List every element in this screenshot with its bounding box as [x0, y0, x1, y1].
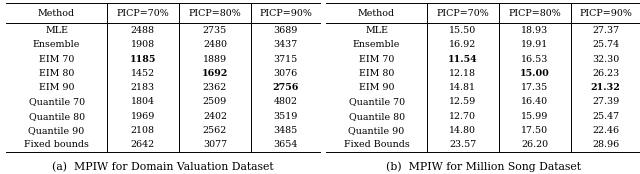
Text: 17.50: 17.50	[522, 126, 548, 135]
Text: 15.00: 15.00	[520, 69, 550, 78]
Text: 14.81: 14.81	[449, 83, 476, 92]
Text: Quantile 80: Quantile 80	[29, 112, 84, 121]
Text: Quantile 80: Quantile 80	[349, 112, 404, 121]
Text: 3485: 3485	[273, 126, 298, 135]
Text: EIM 70: EIM 70	[39, 55, 74, 64]
Text: EIM 80: EIM 80	[39, 69, 74, 78]
Text: 12.59: 12.59	[449, 97, 476, 106]
Text: EIM 90: EIM 90	[39, 83, 74, 92]
Text: Quantile 70: Quantile 70	[29, 97, 84, 106]
Text: 2362: 2362	[203, 83, 227, 92]
Text: 2642: 2642	[131, 140, 155, 149]
Text: PICP=90%: PICP=90%	[579, 9, 632, 18]
Text: Quantile 70: Quantile 70	[349, 97, 404, 106]
Text: 16.92: 16.92	[449, 40, 476, 49]
Text: EIM 70: EIM 70	[359, 55, 394, 64]
Text: 1908: 1908	[131, 40, 155, 49]
Text: 1804: 1804	[131, 97, 155, 106]
Text: 23.57: 23.57	[449, 140, 476, 149]
Text: 27.39: 27.39	[592, 97, 619, 106]
Text: 3076: 3076	[273, 69, 298, 78]
Text: 15.50: 15.50	[449, 26, 476, 35]
Text: EIM 80: EIM 80	[359, 69, 394, 78]
Text: 12.70: 12.70	[449, 112, 476, 121]
Text: 15.99: 15.99	[521, 112, 548, 121]
Text: EIM 90: EIM 90	[359, 83, 394, 92]
Text: Method: Method	[38, 9, 75, 18]
Text: 3519: 3519	[273, 112, 298, 121]
Text: PICP=80%: PICP=80%	[189, 9, 241, 18]
Text: 16.53: 16.53	[521, 55, 548, 64]
Text: Ensemble: Ensemble	[33, 40, 80, 49]
Text: 11.54: 11.54	[448, 55, 477, 64]
Text: 4802: 4802	[273, 97, 298, 106]
Text: 26.23: 26.23	[592, 69, 619, 78]
Text: 1452: 1452	[131, 69, 155, 78]
Text: Quantile 90: Quantile 90	[28, 126, 84, 135]
Text: 1692: 1692	[202, 69, 228, 78]
Text: Fixed Bounds: Fixed Bounds	[344, 140, 410, 149]
Text: PICP=90%: PICP=90%	[259, 9, 312, 18]
Text: Ensemble: Ensemble	[353, 40, 400, 49]
Text: 1185: 1185	[130, 55, 156, 64]
Text: 28.96: 28.96	[592, 140, 619, 149]
Text: 25.47: 25.47	[592, 112, 619, 121]
Text: 3689: 3689	[273, 26, 298, 35]
Text: 17.35: 17.35	[522, 83, 548, 92]
Text: 32.30: 32.30	[592, 55, 619, 64]
Text: 18.93: 18.93	[522, 26, 548, 35]
Text: Fixed bounds: Fixed bounds	[24, 140, 89, 149]
Text: 12.18: 12.18	[449, 69, 476, 78]
Text: 3437: 3437	[273, 40, 298, 49]
Text: 1889: 1889	[203, 55, 227, 64]
Text: 2108: 2108	[131, 126, 155, 135]
Text: PICP=70%: PICP=70%	[116, 9, 169, 18]
Text: 26.20: 26.20	[522, 140, 548, 149]
Text: PICP=70%: PICP=70%	[436, 9, 489, 18]
Text: 22.46: 22.46	[592, 126, 619, 135]
Text: 2183: 2183	[131, 83, 155, 92]
Text: 2735: 2735	[203, 26, 227, 35]
Text: 14.80: 14.80	[449, 126, 476, 135]
Text: 2509: 2509	[203, 97, 227, 106]
Text: 2756: 2756	[272, 83, 299, 92]
Text: MLE: MLE	[365, 26, 388, 35]
Text: 2480: 2480	[203, 40, 227, 49]
Text: (a)  MPIW for Domain Valuation Dataset: (a) MPIW for Domain Valuation Dataset	[52, 161, 274, 172]
Text: MLE: MLE	[45, 26, 68, 35]
Text: 3654: 3654	[273, 140, 298, 149]
Text: 3077: 3077	[203, 140, 227, 149]
Text: 16.40: 16.40	[522, 97, 548, 106]
Text: 25.74: 25.74	[592, 40, 619, 49]
Text: 2402: 2402	[203, 112, 227, 121]
Text: 3715: 3715	[273, 55, 298, 64]
Text: 21.32: 21.32	[591, 83, 620, 92]
Text: 2488: 2488	[131, 26, 155, 35]
Text: 27.37: 27.37	[592, 26, 619, 35]
Text: Method: Method	[358, 9, 395, 18]
Text: 2562: 2562	[203, 126, 227, 135]
Text: Quantile 90: Quantile 90	[348, 126, 404, 135]
Text: PICP=80%: PICP=80%	[509, 9, 561, 18]
Text: (b)  MPIW for Million Song Dataset: (b) MPIW for Million Song Dataset	[386, 161, 580, 172]
Text: 19.91: 19.91	[522, 40, 548, 49]
Text: 1969: 1969	[131, 112, 155, 121]
